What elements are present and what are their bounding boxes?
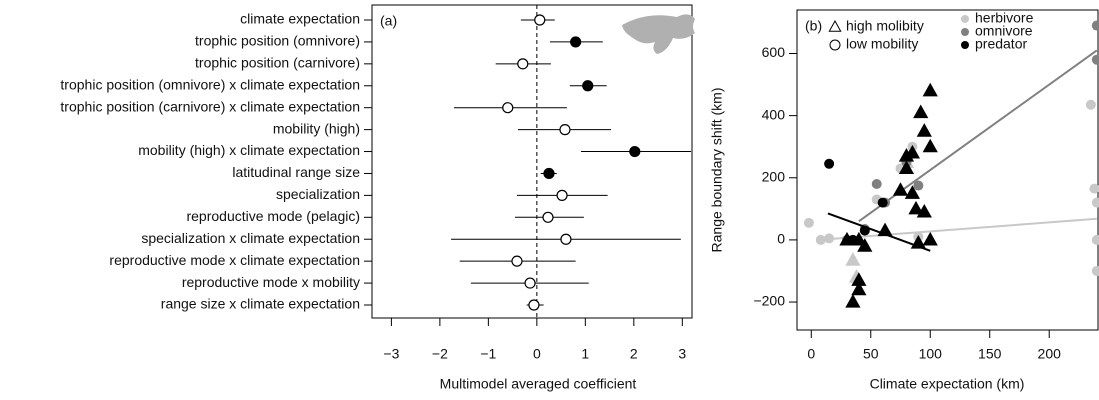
legend-marker (961, 41, 969, 49)
y-tick-label: climate expectation (240, 11, 360, 27)
triangle-point (851, 231, 867, 246)
y-tick-label: reproductive mode x climate expectation (109, 252, 360, 268)
triangle-point (851, 272, 867, 286)
estimate-point (543, 167, 555, 180)
legend-marker (961, 28, 969, 36)
triangle-point (922, 82, 938, 97)
y-tick-label: trophic position (omnivore) (195, 33, 360, 49)
triangle-point (904, 144, 921, 159)
legend-label: omnivore (975, 23, 1033, 39)
panel-label: (b) (805, 18, 822, 34)
triangle-point (908, 200, 924, 215)
estimate-point (582, 80, 594, 92)
x-tick-label: 150 (978, 346, 1002, 362)
y-tick-label: −200 (753, 293, 785, 309)
estimate-point (629, 145, 641, 158)
x-tick-label: −3 (383, 346, 399, 362)
x-tick-label: 3 (678, 346, 686, 362)
circle-point (913, 180, 924, 191)
y-tick-label: trophic position (omnivore) x climate ex… (60, 76, 360, 92)
triangle-point (916, 123, 932, 137)
circle-point (877, 197, 888, 208)
y-tick-label: 400 (762, 106, 786, 122)
x-tick-label: −1 (480, 346, 496, 362)
y-tick-label: 200 (762, 168, 786, 184)
x-tick-label: 100 (919, 346, 943, 362)
panel-label: (a) (380, 13, 397, 29)
y-tick-label: mobility (high) x climate expectation (138, 142, 360, 158)
legend-label: high molibity (846, 18, 924, 34)
y-axis-label: Range boundary shift (km) (709, 88, 725, 253)
x-tick-label: 200 (1038, 346, 1062, 362)
triangle-point (892, 182, 909, 196)
x-tick-label: 50 (863, 346, 879, 362)
circle-point (824, 158, 835, 169)
y-tick-label: specialization x climate expectation (141, 230, 360, 246)
legend-label: predator (975, 36, 1027, 52)
fit-line (827, 212, 931, 252)
triangle-point (845, 294, 861, 308)
y-tick-label: trophic position (carnivore) (195, 55, 360, 71)
fish-icon (622, 14, 695, 54)
y-tick-label: trophic position (carnivore) x climate e… (60, 98, 360, 114)
x-tick-label: 1 (581, 346, 589, 362)
estimate-point (570, 36, 582, 48)
triangle-point (913, 104, 929, 119)
y-tick-label: range size x climate expectation (161, 296, 360, 312)
circle-point (1091, 265, 1099, 276)
triangle-point (839, 231, 855, 246)
triangle-point (916, 203, 932, 218)
circle-point (1089, 183, 1099, 194)
estimate-point (534, 14, 546, 26)
y-tick-label: 600 (762, 44, 786, 60)
y-tick-label: reproductive mode (pelagic) (186, 208, 360, 224)
x-tick-label: 2 (630, 346, 638, 362)
y-tick-label: mobility (high) (273, 120, 360, 136)
triangle-point (904, 185, 921, 199)
legend-marker (829, 39, 841, 51)
panel-b-frame (796, 9, 1099, 331)
estimate-point (560, 233, 572, 245)
legend-label: herbivore (975, 10, 1034, 26)
circle-point (803, 217, 814, 228)
estimate-point (524, 277, 536, 289)
x-tick-label: −2 (432, 346, 448, 362)
x-axis-label: Multimodel averaged coefficient (440, 376, 637, 392)
circle-point (1091, 197, 1099, 208)
estimate-point (511, 255, 523, 267)
triangle-point (898, 160, 915, 175)
estimate-point (556, 189, 568, 201)
circle-point (1085, 99, 1096, 110)
x-tick-label: 0 (533, 346, 541, 362)
y-tick-label: specialization (276, 186, 360, 202)
y-tick-label: 0 (777, 231, 785, 247)
triangle-point (851, 281, 867, 296)
y-tick-label: latitudinal range size (232, 164, 360, 180)
y-tick-label: reproductive mode x mobility (182, 274, 360, 290)
estimate-point (542, 211, 554, 223)
triangle-point (845, 252, 861, 266)
circle-point (1091, 54, 1099, 65)
circle-point (871, 178, 882, 189)
fit-line (818, 217, 1097, 241)
legend-marker (961, 15, 969, 23)
estimate-point (517, 58, 529, 70)
legend-label: low mobility (846, 36, 918, 52)
x-tick-label: 0 (807, 346, 815, 362)
estimate-point (528, 299, 540, 311)
legend-marker (828, 19, 842, 32)
circle-point (1091, 234, 1099, 245)
panel-a-frame (371, 4, 693, 319)
triangle-point (922, 231, 938, 246)
circle-point (1091, 20, 1099, 31)
x-axis-label: Climate expectation (km) (870, 376, 1025, 392)
estimate-point (502, 102, 514, 114)
triangle-point (922, 138, 938, 153)
estimate-point (559, 124, 571, 136)
